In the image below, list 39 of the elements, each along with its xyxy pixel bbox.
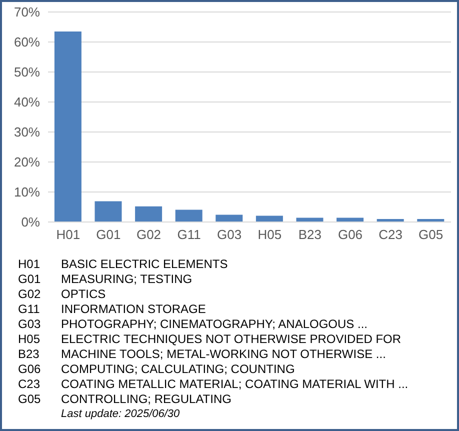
category-label: G05 — [18, 392, 41, 406]
y-tick-label: 20% — [14, 154, 40, 170]
x-tick-label: C23 — [378, 227, 402, 242]
y-tick-label: 40% — [14, 94, 40, 110]
category-label: B23 — [18, 347, 40, 361]
x-tick-label: H05 — [258, 227, 282, 242]
y-tick-label: 60% — [14, 34, 40, 50]
text: COMPUTING; CALCULATING; COUNTING — [61, 362, 295, 377]
x-tick-label: G03 — [217, 227, 242, 242]
text: PHOTOGRAPHY; CINEMATOGRAPHY; ANALOGOUS ... — [61, 317, 368, 332]
y-tick-label: 10% — [14, 184, 40, 200]
y-tick-label: 30% — [14, 124, 40, 140]
category-label: C23 — [18, 377, 40, 391]
category-label: G11 — [18, 302, 40, 316]
x-tick-label: G02 — [136, 227, 162, 242]
x-tick-label: G11 — [177, 227, 201, 242]
x-tick-label: H01 — [56, 227, 80, 242]
text: Last update: 2025/06/30 — [60, 407, 181, 422]
category-label: G06 — [18, 362, 41, 376]
x-tick-label: G05 — [418, 227, 444, 242]
x-tick-label: B23 — [298, 227, 322, 242]
text: CONTROLLING; REGULATING — [61, 392, 232, 407]
x-tick-label: G01 — [96, 227, 121, 242]
category-label: G02 — [18, 287, 41, 301]
text: MEASURING; TESTING — [61, 272, 192, 287]
text: BASIC ELECTRIC ELEMENTS — [61, 257, 228, 272]
text: ELECTRIC TECHNIQUES NOT OTHERWISE PROVIDED FOR — [61, 332, 402, 347]
text: MACHINE TOOLS; METAL-WORKING NOT OTHERWISE ... — [61, 347, 386, 362]
text: INFORMATION STORAGE — [61, 302, 206, 317]
category-label: H05 — [18, 332, 40, 346]
category-label: H01 — [18, 257, 40, 271]
category-label: G01 — [18, 272, 41, 286]
text: OPTICS — [61, 287, 106, 302]
x-tick-label: G06 — [338, 227, 363, 242]
y-tick-label: 70% — [14, 4, 40, 20]
y-tick-label: 50% — [14, 64, 40, 80]
category-label: G03 — [18, 317, 41, 331]
text: COATING METALLIC MATERIAL; COATING MATERIAL WITH ... — [61, 377, 408, 392]
y-tick-label: 0% — [21, 214, 40, 230]
